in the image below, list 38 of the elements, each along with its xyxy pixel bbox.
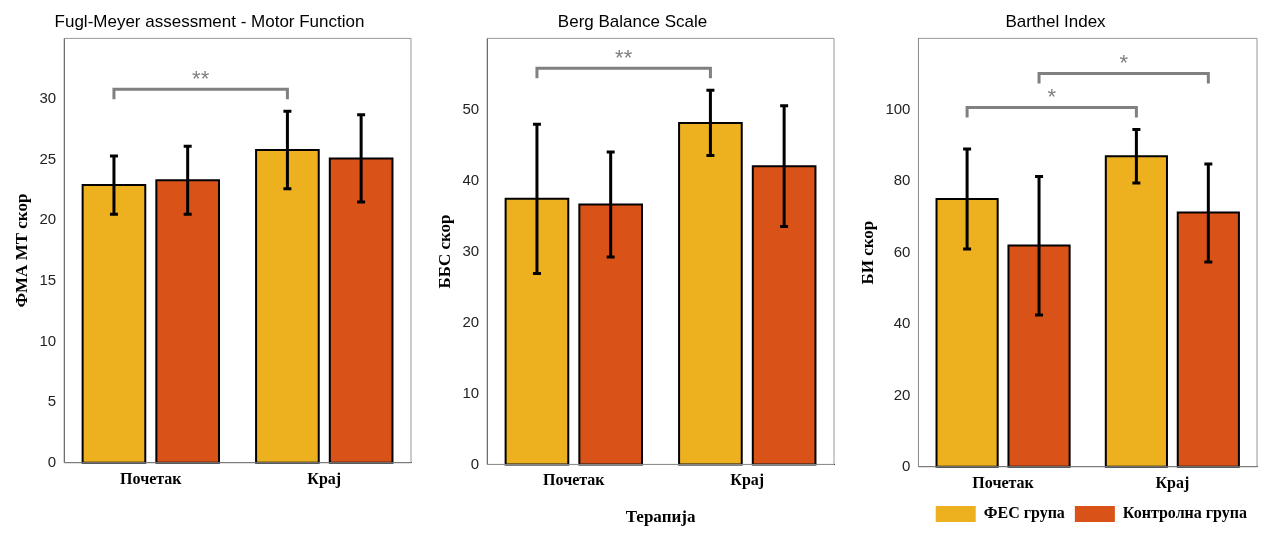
- x-tick-label: Крај: [307, 469, 342, 488]
- y-tick-label: 5: [47, 392, 57, 410]
- y-tick-label: 40: [893, 314, 911, 332]
- chart-title: Fugl-Meyer assessment - Motor Function: [54, 11, 365, 31]
- x-tick-label: Крај: [1155, 473, 1190, 492]
- chart-title: Berg Balance Scale: [557, 11, 708, 31]
- y-tick-label: 50: [462, 99, 480, 117]
- y-tick-label: 25: [39, 149, 57, 167]
- y-tick-label: 10: [462, 383, 480, 401]
- y-tick-label: 20: [39, 210, 57, 228]
- x-tick-label: Почетак: [120, 469, 183, 487]
- chart-title: Barthel Index: [1005, 11, 1107, 31]
- y-tick-label: 10: [39, 331, 57, 349]
- y-tick-label: 0: [902, 456, 911, 474]
- y-axis-title: ФМА МТ скор: [11, 193, 31, 308]
- annotation: *: [1047, 84, 1057, 110]
- annotation: **: [192, 66, 210, 92]
- x-tick-label: Почетак: [543, 471, 606, 489]
- y-tick-label: 60: [893, 242, 911, 260]
- y-tick-label: 30: [462, 241, 480, 259]
- y-axis-title: ББС скор: [434, 214, 454, 289]
- x-axis-title: Терапија: [625, 507, 696, 527]
- legend-label: Контролна група: [1122, 504, 1248, 523]
- y-tick-label: 0: [470, 454, 480, 472]
- legend-label: ФЕС група: [983, 504, 1065, 523]
- y-tick-label: 20: [462, 312, 480, 330]
- y-tick-label: 0: [47, 452, 57, 470]
- y-tick-label: 20: [893, 385, 911, 403]
- y-tick-label: 80: [893, 171, 911, 189]
- x-tick-label: Почетак: [972, 473, 1035, 491]
- annotation: *: [1119, 50, 1129, 76]
- x-tick-label: Крај: [730, 471, 765, 490]
- annotation: **: [615, 45, 633, 71]
- y-axis-title: БИ скор: [857, 220, 877, 285]
- y-tick-label: 40: [462, 170, 480, 188]
- y-tick-label: 100: [885, 99, 911, 117]
- y-tick-label: 30: [39, 89, 57, 107]
- y-tick-label: 15: [39, 271, 57, 289]
